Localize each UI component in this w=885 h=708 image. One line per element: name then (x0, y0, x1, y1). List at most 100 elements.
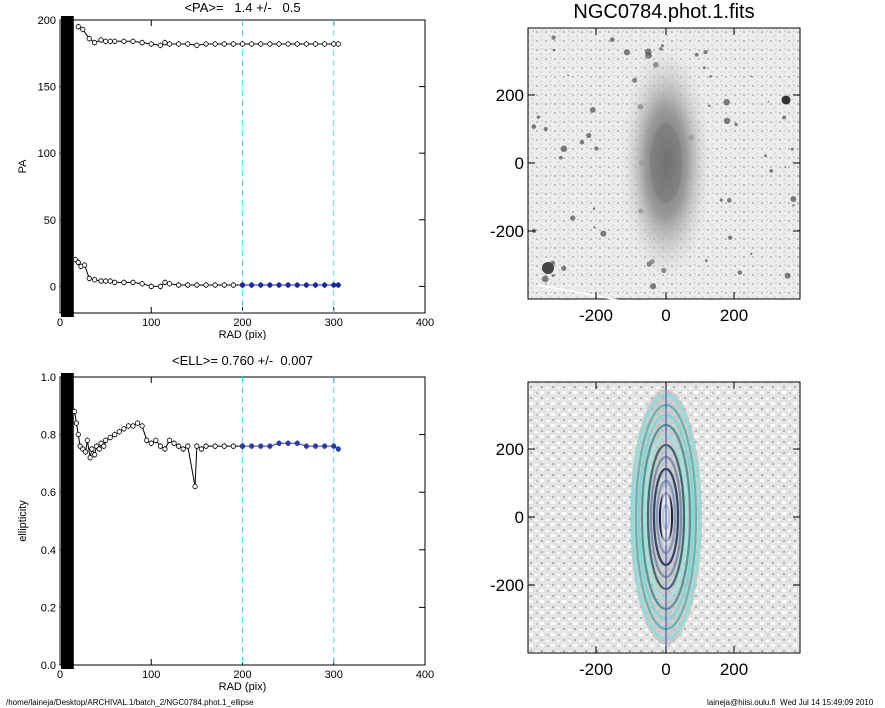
contour-image-panel: -200 0 200 200 0 -200 (490, 381, 801, 679)
file-path: /home/laineja/Desktop/ARCHIVAL.1/batch_2… (6, 698, 254, 707)
star (703, 50, 708, 55)
star (719, 198, 723, 202)
data-point (121, 426, 127, 432)
data-point (148, 283, 154, 289)
data-point (98, 37, 104, 43)
galaxy-core (650, 123, 682, 203)
data-point (86, 275, 92, 281)
data-point (87, 455, 93, 461)
data-point (107, 278, 113, 284)
star (702, 66, 706, 70)
data-point (249, 443, 255, 449)
x-tick-label: 0 (57, 317, 63, 329)
star (586, 132, 592, 139)
data-point (335, 282, 341, 288)
y-tick-label: 1.0 (41, 372, 56, 384)
data-point (148, 41, 154, 47)
x-tick-label: 0 (661, 306, 670, 325)
y-tick-label: 100 (38, 148, 56, 160)
star (561, 265, 567, 271)
timestamp: laineja@hiisi.oulu.fi Wed Jul 14 15:49:0… (707, 698, 874, 707)
data-point (166, 281, 173, 287)
star (543, 127, 548, 132)
data-point (96, 446, 102, 452)
data-point (171, 440, 177, 446)
x-tick-label: 200 (720, 306, 748, 325)
data-point (192, 483, 198, 490)
x-tick-label: 200 (720, 660, 748, 679)
ellipticity-chart-svg: 0 100 200 300 400 0.0 0.2 0.4 0.6 0.8 1.0 RAD (pix)… (17, 372, 434, 693)
data-point (112, 432, 118, 438)
data-point (130, 279, 136, 285)
x-tick-label: -200 (579, 306, 613, 325)
data-point (92, 40, 98, 46)
data-point (221, 41, 227, 47)
star (592, 207, 596, 210)
data-point (239, 443, 246, 449)
star (750, 252, 753, 255)
data-point (258, 41, 264, 47)
data-point (294, 440, 300, 446)
star (708, 104, 711, 108)
data-point (212, 282, 218, 288)
star (570, 215, 576, 221)
data-point (322, 282, 328, 288)
star (792, 204, 795, 207)
star (723, 98, 730, 106)
data-point (130, 423, 136, 429)
star (750, 75, 753, 78)
data-point (198, 446, 205, 452)
data-point (72, 408, 78, 415)
y-tick-label: 50 (44, 215, 56, 227)
star (609, 37, 615, 43)
data-point (335, 446, 341, 452)
star (763, 154, 767, 158)
data-point (312, 443, 319, 449)
star (790, 147, 794, 151)
data-point (107, 434, 113, 441)
data-point (157, 283, 163, 289)
data-point (180, 446, 186, 452)
star (551, 274, 555, 278)
ellipticity-plot-title: <ELL>= 0.760 +/- 0.007 (172, 353, 313, 368)
star (727, 198, 732, 203)
data-point (101, 443, 107, 449)
y-tick-label: 150 (38, 82, 56, 94)
y-tick-label: 0 (50, 281, 56, 293)
star (594, 146, 599, 151)
star (649, 283, 657, 290)
data-point (267, 41, 273, 47)
data-point (185, 443, 191, 449)
star (536, 115, 541, 119)
data-point (176, 282, 182, 288)
inner-radius-errorbars (61, 16, 74, 317)
y-axis-label: PA (17, 159, 29, 174)
y-tick-label: -200 (490, 222, 524, 241)
y-tick-label: 0 (515, 154, 524, 173)
data-point (285, 41, 291, 47)
data-point (86, 36, 92, 42)
y-tick-label: 200 (496, 86, 524, 105)
star (728, 235, 733, 240)
star (552, 48, 556, 52)
star (542, 262, 554, 274)
x-tick-label: 100 (142, 669, 160, 681)
star (560, 145, 568, 153)
x-tick-label: 0 (57, 669, 63, 681)
data-point (166, 41, 173, 47)
data-point (103, 437, 109, 443)
data-point (92, 277, 98, 283)
star (709, 75, 713, 78)
star (790, 196, 797, 203)
data-point (331, 443, 337, 449)
y-tick-label: 0.0 (41, 660, 56, 672)
data-point (331, 282, 337, 288)
data-point (294, 41, 300, 47)
data-point (185, 41, 191, 47)
data-point (239, 41, 246, 47)
x-tick-label: -200 (579, 660, 613, 679)
data-point (249, 41, 255, 47)
data-point (294, 282, 300, 288)
data-point (162, 40, 168, 46)
